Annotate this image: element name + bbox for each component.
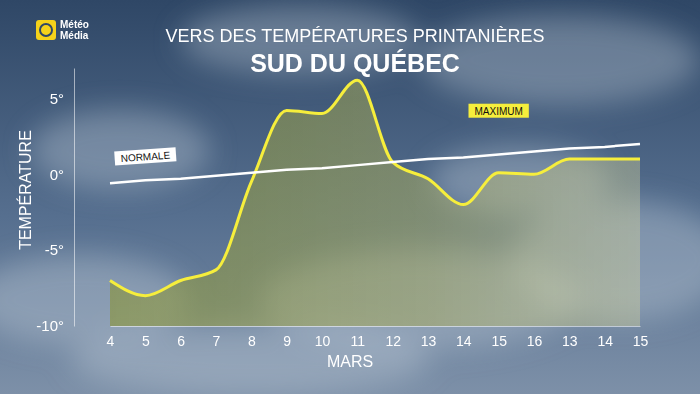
series-tag-box bbox=[114, 147, 176, 165]
x-tick: 12 bbox=[385, 326, 401, 349]
logo-text: Météo bbox=[60, 19, 89, 30]
y-tick: -10° bbox=[36, 317, 74, 334]
x-tick: 7 bbox=[213, 326, 221, 349]
logo-text: Média bbox=[60, 30, 89, 41]
logo-swirl bbox=[40, 24, 52, 36]
plot-area bbox=[110, 80, 640, 326]
series-tag-label: MAXIMUM bbox=[474, 106, 522, 117]
series-line bbox=[110, 144, 640, 183]
x-tick-label: 14 bbox=[456, 333, 472, 349]
x-tick: 6 bbox=[177, 326, 185, 349]
x-axis: 4 5 6 7 8 9 10 11 12 13 14 15 16 13 14 15 bbox=[107, 326, 649, 349]
y-tick-label: 5° bbox=[50, 90, 64, 107]
x-axis-line bbox=[111, 326, 641, 327]
x-tick: 5 bbox=[142, 326, 150, 349]
area-fill bbox=[110, 80, 640, 326]
x-tick-label: 5 bbox=[142, 333, 150, 349]
logo: MétéoMédia bbox=[36, 19, 89, 41]
x-tick-label: 13 bbox=[421, 333, 437, 349]
y-tick: 0° bbox=[50, 166, 74, 183]
x-tick: 14 bbox=[597, 326, 613, 349]
x-tick-label: 6 bbox=[177, 333, 185, 349]
y-tick: -5° bbox=[45, 241, 74, 258]
x-tick-label: 14 bbox=[597, 333, 613, 349]
series-tag: MAXIMUM bbox=[468, 104, 528, 118]
x-tick: 15 bbox=[491, 326, 507, 349]
y-tick-label: -10° bbox=[36, 317, 64, 334]
x-tick-label: 11 bbox=[351, 333, 366, 349]
y-tick-label: -5° bbox=[45, 241, 64, 258]
x-tick: 14 bbox=[456, 326, 472, 349]
series-tag-label: NORMALE bbox=[120, 150, 170, 164]
y-axis-line bbox=[74, 69, 75, 327]
x-tick: 13 bbox=[421, 326, 437, 349]
x-tick-label: 13 bbox=[562, 333, 578, 349]
series-line bbox=[110, 80, 640, 296]
x-tick: 15 bbox=[633, 326, 649, 349]
x-tick-label: 15 bbox=[491, 333, 507, 349]
logo-icon bbox=[36, 20, 56, 40]
clouds bbox=[0, 5, 700, 394]
series-tag: NORMALE bbox=[114, 147, 176, 165]
x-tick-label: 16 bbox=[527, 333, 543, 349]
y-axis: -10° -5° 0° 5° bbox=[36, 69, 74, 335]
x-axis-title: MARS bbox=[327, 353, 373, 370]
x-tick: 4 bbox=[107, 326, 115, 349]
y-tick: 5° bbox=[50, 90, 74, 107]
x-tick-label: 8 bbox=[248, 333, 256, 349]
x-tick-label: 10 bbox=[315, 333, 331, 349]
x-tick: 11 bbox=[351, 326, 366, 349]
x-tick-label: 15 bbox=[633, 333, 649, 349]
x-tick-label: 7 bbox=[213, 333, 221, 349]
x-tick-label: 4 bbox=[107, 333, 115, 349]
y-axis-title: TEMPÉRATURE bbox=[16, 130, 34, 250]
y-tick-label: 0° bbox=[50, 166, 64, 183]
chart-svg: MétéoMédia VERS DES TEMPÉRATURES PRINTANI… bbox=[0, 0, 700, 394]
x-tick: 9 bbox=[283, 326, 291, 349]
x-tick-label: 9 bbox=[283, 333, 291, 349]
x-tick: 8 bbox=[248, 326, 256, 349]
subtitle: SUD DU QUÉBEC bbox=[250, 49, 460, 77]
x-tick: 16 bbox=[527, 326, 543, 349]
x-tick: 13 bbox=[562, 326, 578, 349]
x-tick-label: 12 bbox=[385, 333, 401, 349]
title: VERS DES TEMPÉRATURES PRINTANIÈRES bbox=[165, 26, 544, 46]
series-tag-box bbox=[468, 104, 528, 118]
cloud bbox=[70, 325, 430, 394]
x-tick: 10 bbox=[315, 326, 331, 349]
chart-container: MétéoMédia VERS DES TEMPÉRATURES PRINTANI… bbox=[0, 0, 700, 394]
